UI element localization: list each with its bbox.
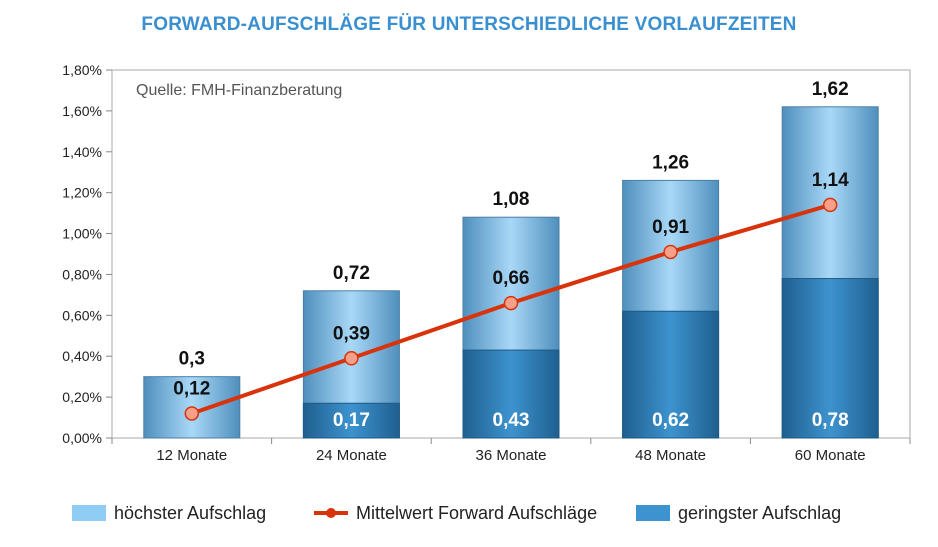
legend-swatch-low bbox=[636, 505, 670, 521]
x-tick-label: 24 Monate bbox=[316, 447, 387, 464]
chart-title: FORWARD-AUFSCHLÄGE FÜR UNTERSCHIEDLICHE … bbox=[141, 14, 797, 35]
y-tick-label: 1,40% bbox=[62, 144, 102, 160]
data-label-low: 0,43 bbox=[493, 410, 530, 431]
legend-swatch-mean bbox=[314, 505, 348, 521]
data-label-mean: 1,14 bbox=[812, 170, 849, 191]
source-note: Quelle: FMH-Finanzberatung bbox=[136, 82, 342, 99]
data-label-low: 0,62 bbox=[652, 410, 689, 431]
y-tick-label: 0,20% bbox=[62, 389, 102, 405]
point-mean bbox=[822, 197, 838, 213]
legend: höchster Aufschlag Mittelwert Forward Au… bbox=[0, 500, 938, 526]
grid-layer: 0,00% 0,20% 0,40% 0,60% 0,80% 1,00% 1,20% 1,40%… bbox=[62, 62, 911, 464]
y-tick-label: 0,80% bbox=[62, 266, 102, 282]
y-tick-label: 1,60% bbox=[62, 103, 102, 119]
y-tick-label: 0,00% bbox=[62, 430, 102, 446]
point-mean bbox=[184, 406, 200, 421]
data-label-low: 0,78 bbox=[812, 410, 849, 431]
y-tick-label: 0,60% bbox=[62, 307, 102, 323]
label-layer: 0,3 0,72 1,08 1,26 1,62 0,17 0,43 0,62 0,78 0,12 0… bbox=[173, 79, 849, 431]
x-tick-label: 60 Monate bbox=[795, 447, 866, 464]
point-mean bbox=[663, 244, 678, 260]
legend-label-low: geringster Aufschlag bbox=[678, 502, 842, 523]
x-tick-label: 12 Monate bbox=[156, 447, 227, 464]
bar-low bbox=[302, 402, 400, 439]
data-label-mean: 0,39 bbox=[333, 323, 370, 344]
data-label-high: 0,72 bbox=[333, 263, 370, 284]
bar-low bbox=[622, 310, 720, 439]
line-layer bbox=[184, 197, 838, 421]
y-tick-label: 1,00% bbox=[62, 226, 102, 242]
data-label-mean: 0,66 bbox=[493, 268, 530, 289]
legend-label-mean: Mittelwert Forward Aufschläge bbox=[356, 502, 598, 523]
y-tick-label: 1,80% bbox=[62, 62, 102, 78]
x-tick-label: 36 Monate bbox=[476, 447, 547, 464]
data-label-high: 1,26 bbox=[652, 152, 689, 173]
legend-label-high: höchster Aufschlag bbox=[114, 502, 267, 523]
bar-low bbox=[462, 349, 560, 439]
legend-item-mean: Mittelwert Forward Aufschläge bbox=[314, 500, 597, 526]
bar-layer bbox=[143, 106, 879, 439]
chart-area: 0,00% 0,20% 0,40% 0,60% 0,80% 1,00% 1,20% 1,40%… bbox=[62, 62, 911, 464]
bar-low bbox=[781, 278, 879, 439]
y-tick-label: 1,20% bbox=[62, 185, 102, 201]
legend-item-low: geringster Aufschlag bbox=[636, 500, 841, 526]
data-label-high: 1,08 bbox=[493, 189, 530, 210]
x-tick-label: 48 Monate bbox=[635, 447, 706, 464]
data-label-mean: 0,91 bbox=[652, 217, 689, 238]
legend-swatch-high bbox=[72, 505, 106, 521]
data-label-low: 0,17 bbox=[333, 410, 370, 431]
data-label-mean: 0,12 bbox=[173, 378, 210, 399]
data-label-high: 0,3 bbox=[179, 349, 205, 370]
data-label-high: 1,62 bbox=[812, 79, 849, 100]
point-mean bbox=[503, 295, 519, 311]
point-mean bbox=[344, 351, 359, 366]
legend-item-high: höchster Aufschlag bbox=[72, 500, 266, 526]
y-tick-label: 0,40% bbox=[62, 348, 102, 364]
